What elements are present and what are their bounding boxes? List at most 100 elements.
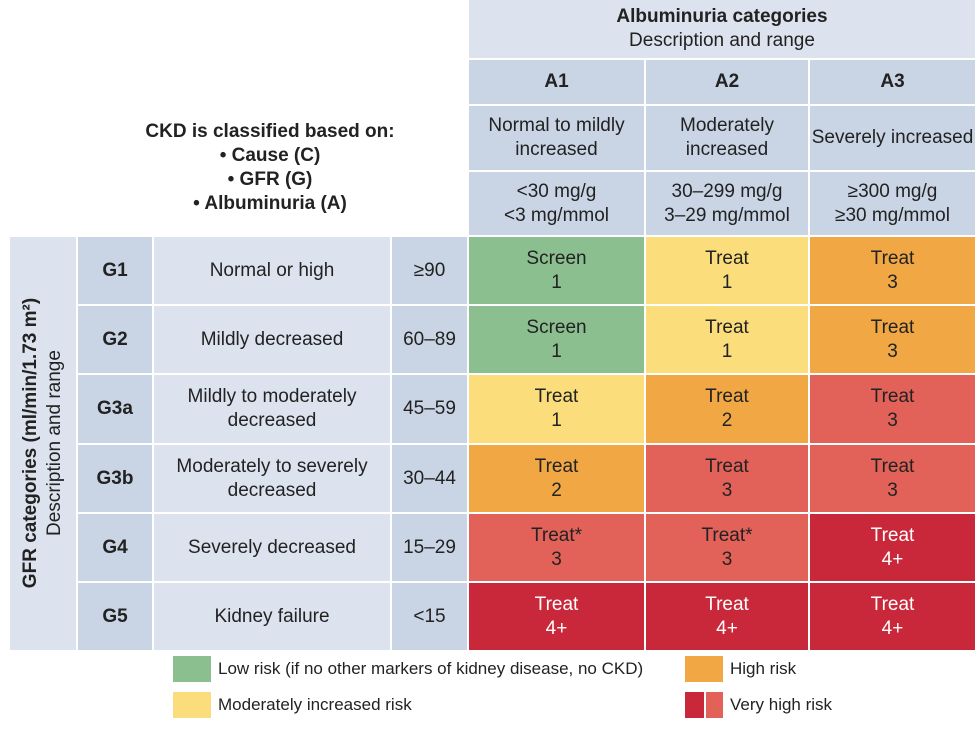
risk-cell-g2-a2: Treat 1 bbox=[646, 306, 808, 373]
risk-cell-g3b-a3: Treat 3 bbox=[810, 445, 975, 512]
risk-cell-g3b-a1: Treat 2 bbox=[469, 445, 644, 512]
legend-label-2: High risk bbox=[730, 659, 797, 678]
risk-cell-level: 1 bbox=[721, 340, 733, 362]
risk-cell-g3a-a3: Treat 3 bbox=[810, 375, 975, 443]
gfr-description-g5: Kidney failure bbox=[154, 583, 390, 650]
risk-cell-action: Treat bbox=[705, 316, 749, 338]
legend-swatch-3 bbox=[685, 692, 723, 718]
risk-cell-action: Treat bbox=[870, 386, 915, 407]
legend-swatch-2 bbox=[685, 656, 723, 682]
risk-cell-level: 2 bbox=[551, 479, 562, 501]
risk-cell-level: 1 bbox=[551, 271, 562, 293]
risk-cell-action: Treat bbox=[534, 455, 579, 477]
albuminuria-description-a3: Severely increased bbox=[810, 106, 975, 170]
gfr-description-g4: Severely decreased bbox=[154, 514, 390, 581]
risk-cell-g5-a3: Treat 4+ bbox=[810, 583, 975, 650]
gfr-side-header: GFR categories (ml/min/1.73 m²) Descript… bbox=[10, 237, 76, 650]
risk-cell-g1-a1: Screen 1 bbox=[469, 237, 644, 304]
risk-cell-action: Treat bbox=[870, 316, 915, 338]
risk-cell-action: Treat bbox=[870, 455, 915, 477]
gfr-code-g4: G4 bbox=[78, 514, 152, 581]
albuminuria-range-a2: 30–299 mg/g 3–29 mg/mmol bbox=[646, 172, 808, 235]
albuminuria-range-mg-mmol: ≥30 mg/mmol bbox=[835, 204, 950, 226]
legend-label-3: Very high risk bbox=[730, 695, 833, 714]
risk-cell-level: 1 bbox=[721, 271, 733, 293]
albuminuria-description-a2: Moderately increased bbox=[646, 106, 808, 170]
risk-cell-action: Treat bbox=[705, 247, 749, 269]
albuminuria-range-mg-g: ≥300 mg/g bbox=[847, 180, 938, 202]
criteria-item-albuminuria: • Albuminuria (A) bbox=[193, 193, 347, 214]
gfr-code-g5: G5 bbox=[78, 583, 152, 650]
albuminuria-description-a1: Normal to mildly increased bbox=[469, 106, 644, 170]
albuminuria-title: Albuminuria categories bbox=[616, 6, 828, 27]
gfr-description-g3a: Mildly to moderately decreased bbox=[154, 375, 390, 443]
risk-cell-g4-a2: Treat* 3 bbox=[646, 514, 808, 581]
risk-cell-level: 1 bbox=[551, 410, 562, 431]
gfr-code-g3b: G3b bbox=[78, 445, 152, 512]
criteria-item-cause: • Cause (C) bbox=[219, 145, 321, 166]
gfr-range-g2: 60–89 bbox=[392, 306, 467, 373]
risk-cell-g2-a1: Screen 1 bbox=[469, 306, 644, 373]
risk-cell-action: Treat bbox=[534, 593, 579, 615]
risk-cell-level: 3 bbox=[887, 479, 898, 501]
legend-swatch-0 bbox=[173, 656, 211, 682]
legend-label-1: Moderately increased risk bbox=[218, 695, 412, 714]
gfr-code-g2: G2 bbox=[78, 306, 152, 373]
gfr-description-g2: Mildly decreased bbox=[154, 306, 390, 373]
risk-cell-level: 1 bbox=[551, 340, 562, 362]
risk-cell-g4-a3: Treat 4+ bbox=[810, 514, 975, 581]
risk-cell-level: 3 bbox=[721, 548, 733, 570]
gfr-description-g3b: Moderately to severely decreased bbox=[154, 445, 390, 512]
gfr-range-g1: ≥90 bbox=[392, 237, 467, 304]
gfr-range-g3b: 30–44 bbox=[392, 445, 467, 512]
gfr-description-g1: Normal or high bbox=[154, 237, 390, 304]
risk-cell-action: Treat bbox=[870, 524, 915, 546]
risk-cell-action: Screen bbox=[526, 316, 587, 338]
gfr-subtitle: Description and range bbox=[44, 350, 65, 536]
albuminuria-range-mg-g: <30 mg/g bbox=[516, 180, 597, 202]
albuminuria-subtitle: Description and range bbox=[629, 30, 815, 51]
risk-cell-level: 4+ bbox=[881, 617, 904, 639]
risk-cell-level: 3 bbox=[887, 271, 898, 293]
criteria-item-gfr: • GFR (G) bbox=[227, 169, 313, 190]
risk-cell-action: Screen bbox=[526, 247, 587, 269]
risk-cell-action: Treat bbox=[705, 593, 749, 615]
legend-swatch-1 bbox=[173, 692, 211, 718]
risk-cell-level: 3 bbox=[887, 410, 898, 431]
risk-cell-action: Treat bbox=[705, 386, 749, 407]
risk-cell-g3b-a2: Treat 3 bbox=[646, 445, 808, 512]
albuminuria-range-mg-mmol: <3 mg/mmol bbox=[503, 204, 610, 226]
albuminuria-range-a3: ≥300 mg/g ≥30 mg/mmol bbox=[810, 172, 975, 235]
albuminuria-code-a3: A3 bbox=[810, 60, 975, 104]
gfr-range-g5: <15 bbox=[392, 583, 467, 650]
risk-cell-level: 3 bbox=[551, 548, 562, 570]
risk-cell-g5-a1: Treat 4+ bbox=[469, 583, 644, 650]
risk-cell-g4-a1: Treat* 3 bbox=[469, 514, 644, 581]
risk-cell-level: 3 bbox=[721, 479, 733, 501]
gfr-title: GFR categories (ml/min/1.73 m²) bbox=[20, 297, 41, 589]
risk-cell-action: Treat* bbox=[530, 524, 583, 546]
albuminuria-range-mg-mmol: 3–29 mg/mmol bbox=[664, 204, 790, 226]
risk-cell-level: 4+ bbox=[716, 617, 738, 639]
risk-cell-level: 2 bbox=[721, 410, 733, 431]
criteria-block: CKD is classified based on: • Cause (C) … bbox=[90, 120, 450, 216]
risk-cell-action: Treat bbox=[870, 593, 915, 615]
albuminuria-range-a1: <30 mg/g <3 mg/mmol bbox=[469, 172, 644, 235]
risk-cell-level: 3 bbox=[887, 340, 898, 362]
risk-cell-action: Treat bbox=[870, 247, 915, 269]
risk-cell-level: 4+ bbox=[881, 548, 904, 570]
risk-cell-action: Treat* bbox=[701, 524, 753, 546]
risk-cell-g1-a3: Treat 3 bbox=[810, 237, 975, 304]
albuminuria-code-a1: A1 bbox=[469, 60, 644, 104]
risk-cell-g1-a2: Treat 1 bbox=[646, 237, 808, 304]
gfr-code-g1: G1 bbox=[78, 237, 152, 304]
risk-cell-action: Treat bbox=[534, 386, 579, 407]
risk-cell-g5-a2: Treat 4+ bbox=[646, 583, 808, 650]
risk-cell-g2-a3: Treat 3 bbox=[810, 306, 975, 373]
legend-label-0: Low risk (if no other markers of kidney … bbox=[218, 659, 644, 678]
risk-cell-g3a-a1: Treat 1 bbox=[469, 375, 644, 443]
albuminuria-code-a2: A2 bbox=[646, 60, 808, 104]
risk-cell-level: 4+ bbox=[545, 617, 568, 639]
risk-cell-g3a-a2: Treat 2 bbox=[646, 375, 808, 443]
gfr-side-label: GFR categories (ml/min/1.73 m²) Descript… bbox=[19, 233, 67, 653]
